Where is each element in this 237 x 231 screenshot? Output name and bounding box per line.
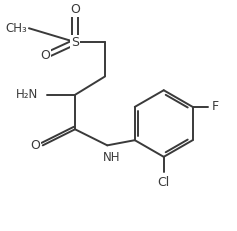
Text: H₂N: H₂N [16, 88, 38, 101]
Text: CH₃: CH₃ [5, 22, 27, 35]
Text: NH: NH [103, 151, 121, 164]
Text: O: O [70, 3, 80, 16]
Text: S: S [71, 36, 79, 49]
Text: O: O [31, 139, 41, 152]
Text: Cl: Cl [158, 176, 170, 189]
Text: O: O [40, 49, 50, 62]
Text: F: F [212, 100, 219, 113]
